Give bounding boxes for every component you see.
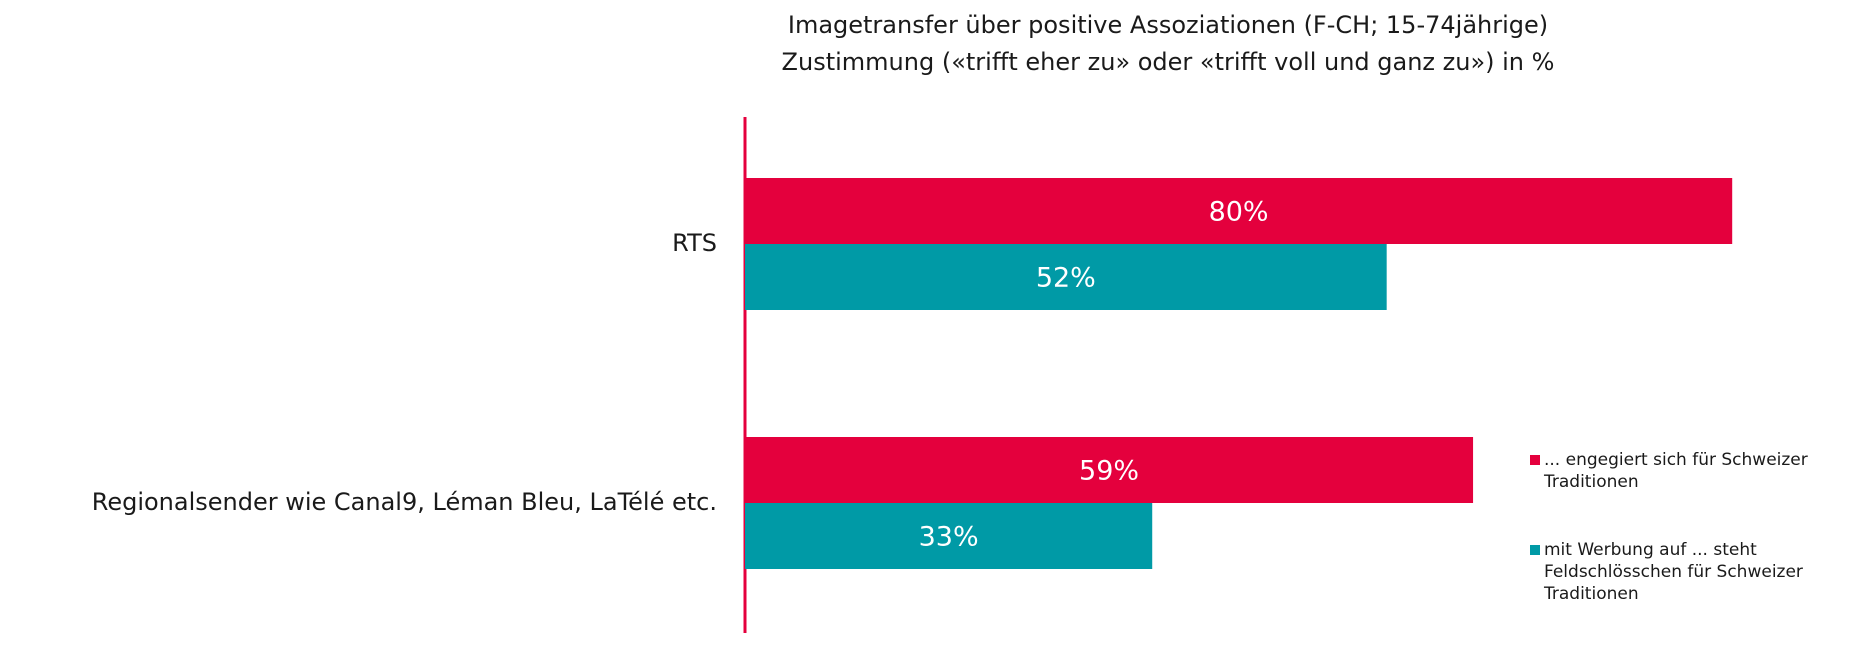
chart-subtitle: Zustimmung («trifft eher zu» oder «triff… — [782, 48, 1555, 76]
value-label: 52% — [1036, 263, 1096, 294]
category-label: Regionalsender wie Canal9, Léman Bleu, L… — [92, 488, 717, 516]
bar — [745, 178, 1733, 244]
value-label: 59% — [1079, 456, 1139, 487]
category-label: RTS — [672, 229, 717, 257]
value-label: 33% — [919, 522, 979, 553]
legend-item: ... engegiert sich für Schweizer Traditi… — [1530, 449, 1840, 493]
legend-swatch — [1530, 545, 1540, 555]
legend-label: mit Werbung auf ... steht Feldschlössche… — [1544, 540, 1803, 604]
legend-swatch — [1530, 455, 1540, 465]
value-label: 80% — [1209, 197, 1269, 228]
bar — [745, 437, 1474, 503]
chart-title: Imagetransfer über positive Assoziatione… — [788, 11, 1548, 39]
legend-item: mit Werbung auf ... steht Feldschlössche… — [1530, 539, 1840, 605]
legend-label: ... engegiert sich für Schweizer Traditi… — [1544, 450, 1808, 492]
bar — [745, 503, 1153, 569]
bar — [745, 244, 1387, 310]
